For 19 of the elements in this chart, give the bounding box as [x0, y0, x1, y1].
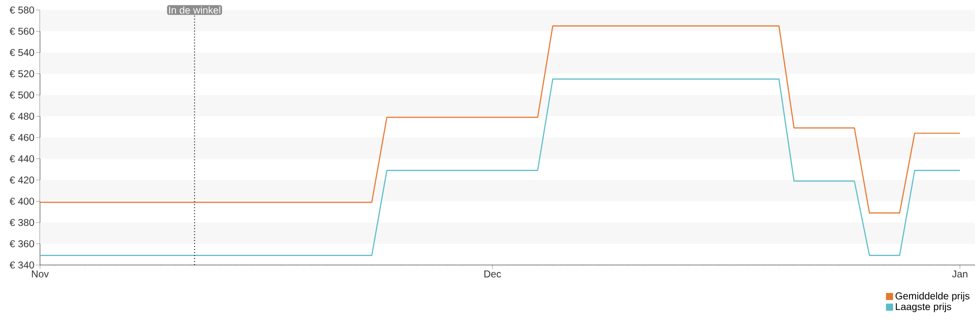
- y-tick-label: € 560: [10, 28, 34, 35]
- annotation: In de winkel: [169, 6, 220, 14]
- y-tick-label: € 520: [10, 70, 34, 78]
- y-tick-label: € 500: [10, 91, 34, 99]
- y-tick-label: € 360: [10, 240, 34, 248]
- y-tick-label: € 460: [10, 134, 34, 142]
- legend-label: Gemiddelde prijs: [896, 292, 970, 302]
- x-tick-label: Jan: [952, 270, 968, 278]
- y-tick-label: € 540: [10, 48, 34, 56]
- x-tick-label: Dec: [484, 270, 502, 278]
- y-tick-label: € 420: [10, 176, 34, 184]
- y-tick-label: € 340: [10, 261, 34, 269]
- y-tick-label: € 400: [10, 198, 34, 205]
- y-tick-label: € 580: [10, 6, 34, 14]
- y-tick-label: € 380: [10, 218, 34, 226]
- x-tick-label: Nov: [32, 270, 49, 278]
- y-tick-label: € 480: [10, 112, 34, 120]
- y-tick-label: € 440: [10, 155, 34, 162]
- legend-label: Laagste prijs: [896, 302, 952, 312]
